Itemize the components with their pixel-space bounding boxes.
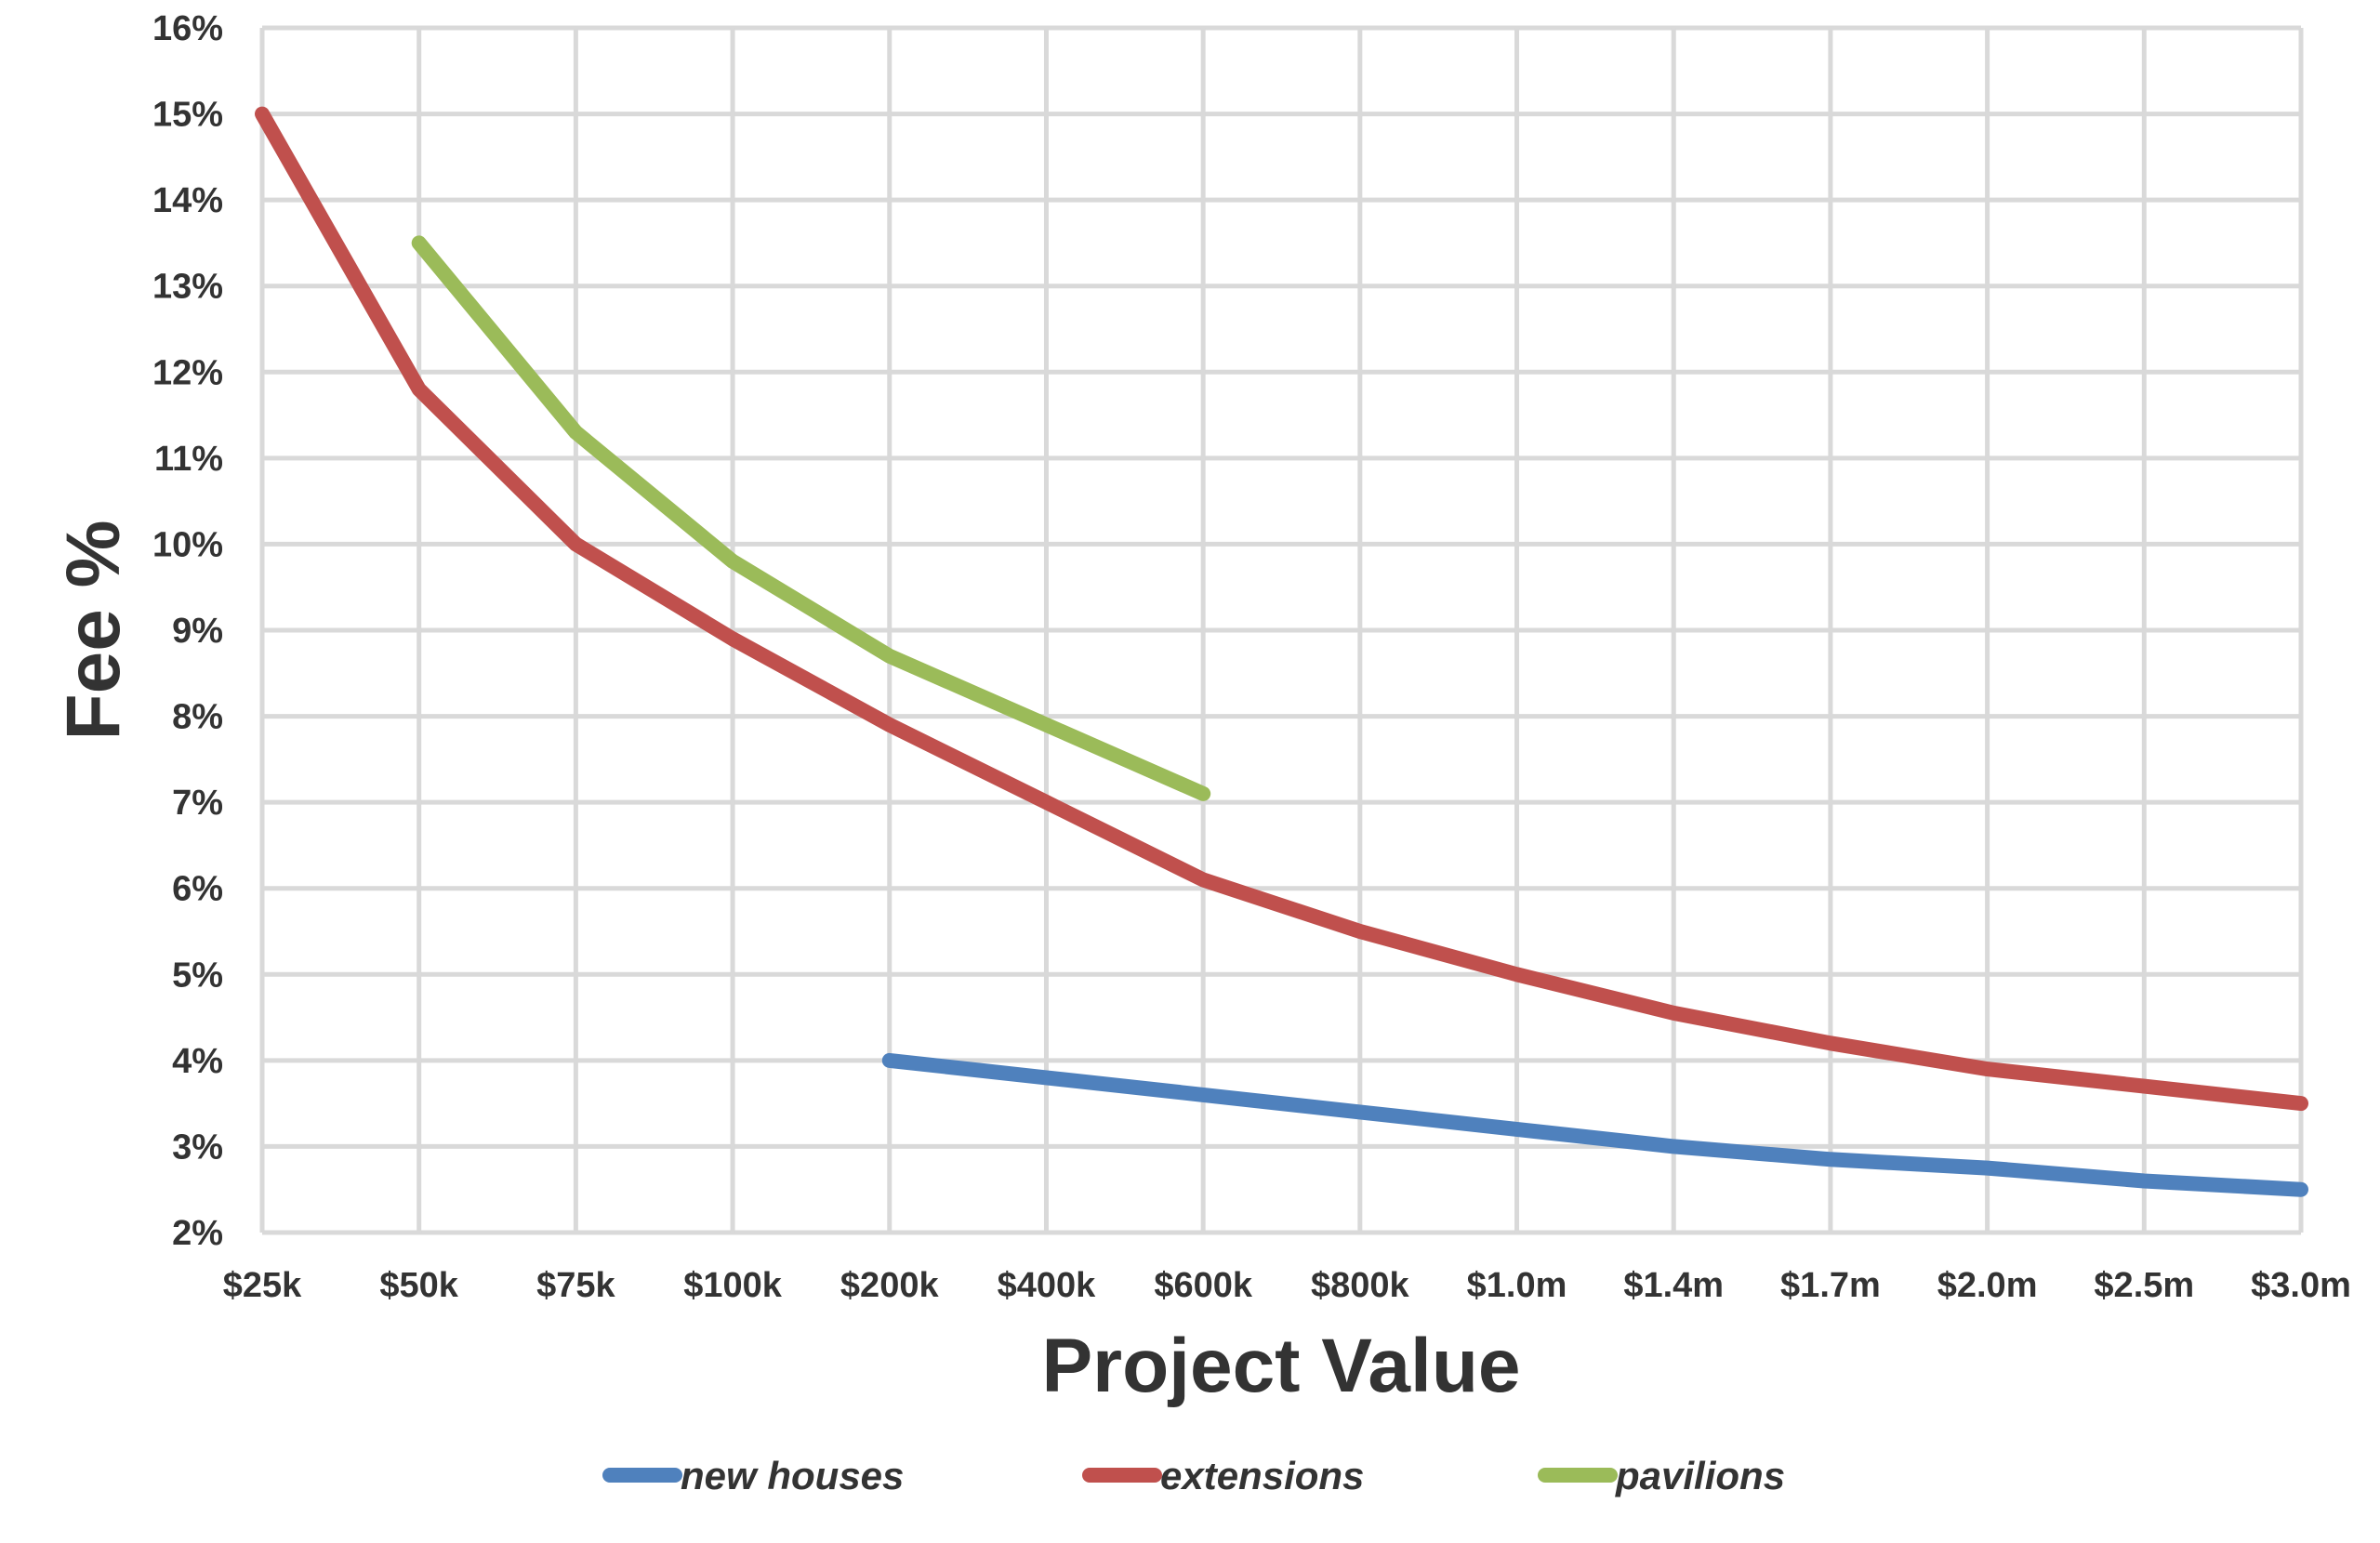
y-tick-label: 11% bbox=[154, 440, 223, 479]
x-tick-label: $3.0m bbox=[2251, 1266, 2351, 1305]
series-line-new-houses bbox=[881, 1052, 2308, 1197]
legend-label: new houses bbox=[681, 1454, 904, 1497]
x-tick-label: $50k bbox=[379, 1266, 458, 1305]
y-tick-label: 6% bbox=[172, 870, 223, 909]
legend-item: extensions bbox=[1082, 1454, 1364, 1497]
x-tick-label: $2.0m bbox=[1937, 1266, 2038, 1305]
x-tick-label: $800k bbox=[1311, 1266, 1410, 1305]
x-tick-label: $75k bbox=[536, 1266, 615, 1305]
x-tick-label: $1.4m bbox=[1623, 1266, 1724, 1305]
x-tick-label: $400k bbox=[998, 1266, 1097, 1305]
x-tick-label: $1.7m bbox=[1780, 1266, 1881, 1305]
x-axis-ticks: $25k $50k $75k $100k $200k $400k $600k $800k $1.… bbox=[223, 1266, 2351, 1305]
x-tick-label: $600k bbox=[1154, 1266, 1253, 1305]
y-tick-label: 2% bbox=[172, 1214, 223, 1253]
y-axis-title: Fee % bbox=[51, 521, 136, 741]
y-tick-label: 15% bbox=[152, 96, 223, 135]
y-tick-label: 10% bbox=[152, 525, 223, 564]
y-axis-ticks: 2% 3% 4% 5% 6% 7% 8% 9% 10% 11% 12% 13% 14% 15% 16% bbox=[152, 9, 223, 1253]
x-tick-label: $1.0m bbox=[1467, 1266, 1567, 1305]
y-tick-label: 7% bbox=[172, 784, 223, 823]
legend-label: extensions bbox=[1160, 1454, 1364, 1497]
legend-item: pavilions bbox=[1538, 1454, 1785, 1497]
x-tick-label: $100k bbox=[683, 1266, 783, 1305]
series-line-extensions bbox=[255, 106, 2308, 1112]
legend-item: new houses bbox=[602, 1454, 904, 1497]
y-tick-label: 16% bbox=[152, 9, 223, 48]
legend: new houses extensions pavilions bbox=[602, 1454, 1785, 1497]
x-tick-label: $25k bbox=[223, 1266, 302, 1305]
y-tick-label: 8% bbox=[172, 698, 223, 737]
x-tick-label: $2.5m bbox=[2094, 1266, 2194, 1305]
x-axis-title: Project Value bbox=[1041, 1324, 1520, 1408]
grid bbox=[259, 25, 2304, 1235]
y-tick-label: 3% bbox=[172, 1128, 223, 1167]
y-tick-label: 13% bbox=[152, 268, 223, 307]
series-line-pavilions bbox=[411, 235, 1211, 801]
y-tick-label: 12% bbox=[152, 353, 223, 392]
x-tick-label: $200k bbox=[840, 1266, 940, 1305]
y-tick-label: 5% bbox=[172, 956, 223, 995]
series-lines bbox=[255, 106, 2308, 1197]
y-tick-label: 9% bbox=[172, 612, 223, 651]
y-tick-label: 4% bbox=[172, 1042, 223, 1081]
legend-label: pavilions bbox=[1615, 1454, 1785, 1497]
y-tick-label: 14% bbox=[152, 181, 223, 220]
